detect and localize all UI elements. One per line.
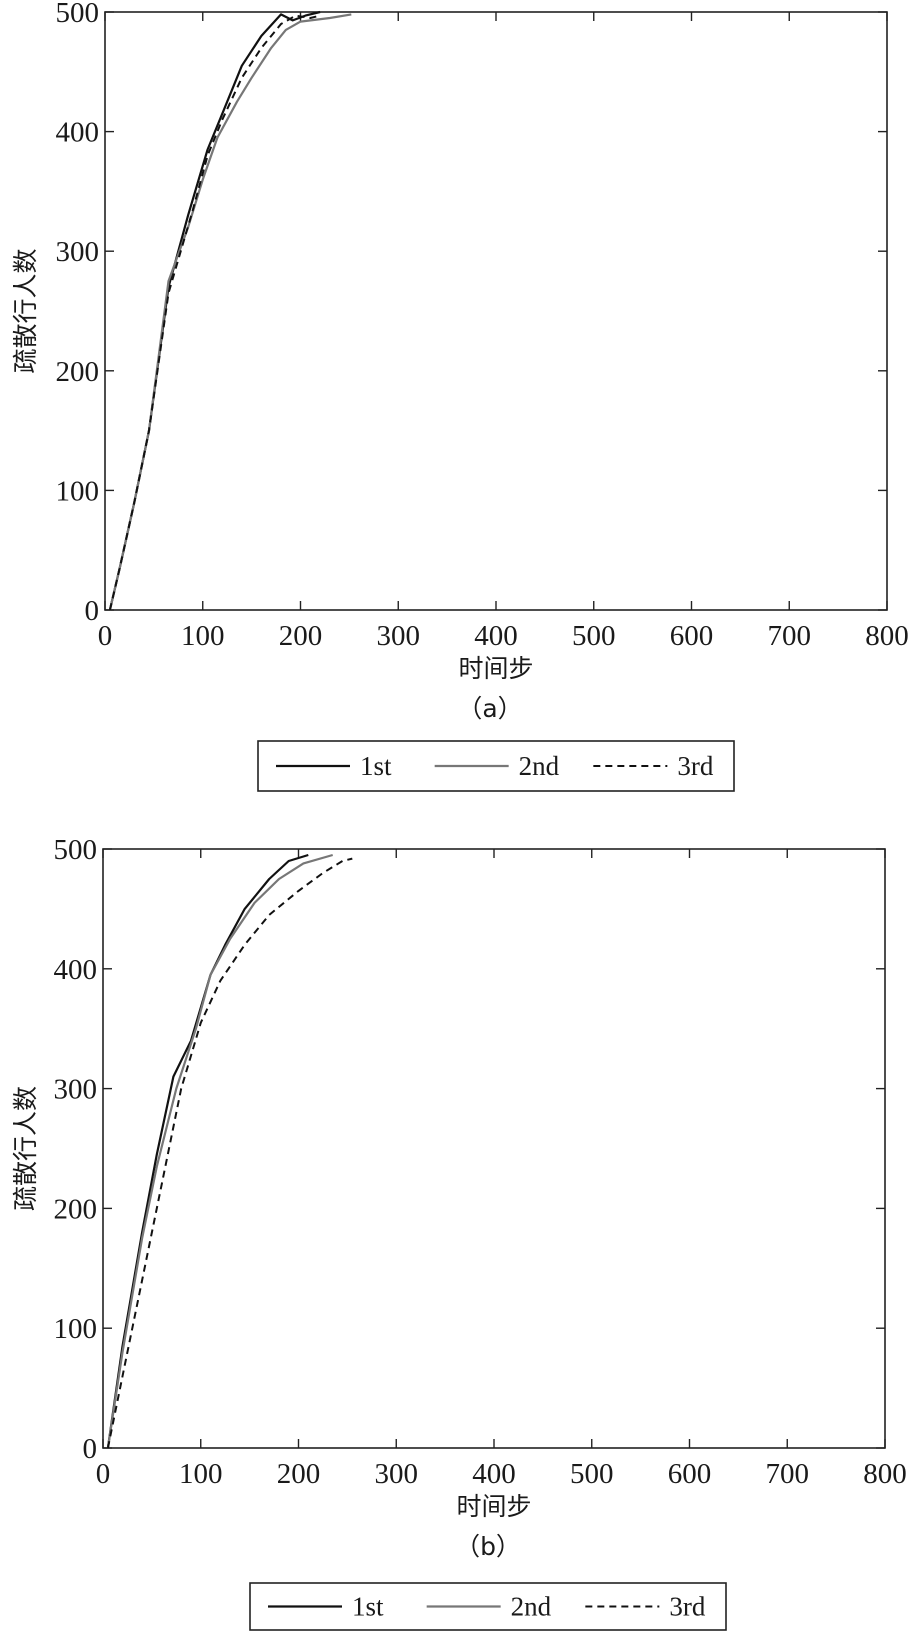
x-axis-label: 时间步 bbox=[458, 654, 533, 683]
x-tick-label: 100 bbox=[179, 1458, 223, 1490]
y-axis-label: 疏散行人数 bbox=[11, 1086, 40, 1211]
panel-label: （a） bbox=[457, 694, 522, 723]
chart-panel-b: 0 100 200 300 400 500 600 700 800 0 100 200 300 400 50… bbox=[11, 834, 907, 1631]
x-tick-label: 300 bbox=[375, 1458, 419, 1490]
series-line-1st bbox=[106, 853, 309, 1449]
panel-label: （b） bbox=[455, 1532, 521, 1561]
y-tick-label: 500 bbox=[54, 834, 98, 866]
y-tick-label: 500 bbox=[56, 0, 100, 29]
y-tick-label: 300 bbox=[56, 236, 100, 268]
x-tick-label: 700 bbox=[766, 1458, 810, 1490]
y-axis-label: 疏散行人数 bbox=[11, 248, 40, 373]
y-tick-label: 100 bbox=[56, 475, 100, 507]
x-tick-label: 500 bbox=[572, 620, 616, 652]
x-tick-label: 400 bbox=[474, 620, 518, 652]
x-tick-label: 600 bbox=[670, 620, 714, 652]
x-tick-label: 800 bbox=[863, 1458, 907, 1490]
series-line-1st bbox=[108, 10, 321, 611]
legend-label-2nd: 2nd bbox=[519, 751, 560, 781]
x-tick-label: 300 bbox=[377, 620, 421, 652]
x-axis-label: 时间步 bbox=[456, 1492, 531, 1521]
x-tick-label: 0 bbox=[98, 620, 113, 652]
x-tick-label: 0 bbox=[96, 1458, 111, 1490]
series-line-3rd bbox=[106, 857, 353, 1449]
x-tick-label: 400 bbox=[472, 1458, 516, 1490]
y-tick-label: 400 bbox=[54, 954, 98, 986]
x-tick-label: 700 bbox=[768, 620, 812, 652]
legend: 1st 2nd 3rd bbox=[257, 740, 735, 792]
y-tick-label: 0 bbox=[83, 1433, 98, 1465]
x-tick-label: 100 bbox=[181, 620, 225, 652]
x-tick-label: 200 bbox=[277, 1458, 321, 1490]
x-tick-label: 500 bbox=[570, 1458, 614, 1490]
legend: 1st 2nd 3rd bbox=[249, 1582, 727, 1631]
x-tick-label: 800 bbox=[865, 620, 909, 652]
legend-label-3rd: 3rd bbox=[669, 1592, 705, 1622]
legend-label-2nd: 2nd bbox=[511, 1592, 552, 1622]
legend-label-1st: 1st bbox=[352, 1592, 384, 1622]
chart-panel-a: 0 100 200 300 400 500 600 700 800 0 100 200 300 400 50… bbox=[11, 0, 909, 792]
y-tick-label: 0 bbox=[85, 595, 100, 627]
plot-frame bbox=[102, 848, 886, 1449]
legend-label-1st: 1st bbox=[360, 751, 392, 781]
legend-label-3rd: 3rd bbox=[677, 751, 713, 781]
y-tick-label: 400 bbox=[56, 117, 100, 149]
series-line-3rd bbox=[108, 14, 321, 611]
y-tick-label: 100 bbox=[54, 1313, 98, 1345]
series-line-2nd bbox=[106, 853, 334, 1449]
y-tick-label: 200 bbox=[56, 356, 100, 388]
x-tick-label: 600 bbox=[668, 1458, 712, 1490]
y-tick-label: 300 bbox=[54, 1074, 98, 1106]
x-tick-label: 200 bbox=[279, 620, 323, 652]
plot-frame bbox=[104, 11, 888, 611]
y-tick-label: 200 bbox=[54, 1193, 98, 1225]
